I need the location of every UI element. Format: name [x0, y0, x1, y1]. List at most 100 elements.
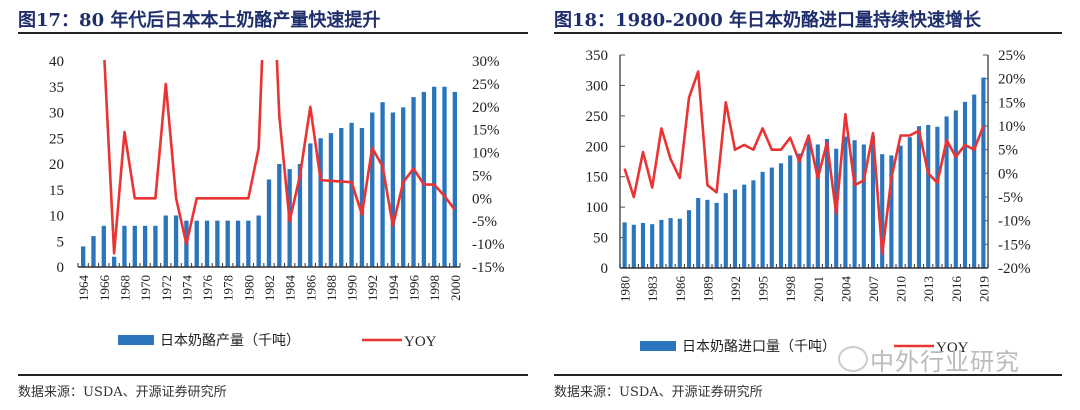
bar-1995: [760, 171, 765, 268]
bar-1996: [411, 97, 416, 267]
source-note: 数据来源：USDA、开源证券研究所: [554, 385, 763, 400]
bar-2013: [926, 124, 931, 268]
bar-2000: [806, 140, 811, 268]
left-axis-label: 100: [586, 200, 609, 216]
bar-1999: [442, 86, 447, 267]
left-axis-label: 350: [586, 48, 609, 64]
x-axis-label: 1996: [407, 275, 422, 302]
chart-title: 图18：1980-2000 年日本奶酪进口量持续快速增长: [554, 10, 981, 31]
yoy-line: [103, 60, 456, 255]
bar-1991: [723, 193, 728, 268]
bar-1968: [122, 225, 127, 267]
x-axis-label: 1998: [427, 275, 442, 301]
bar-1987: [318, 138, 323, 267]
right-axis-label: 25%: [472, 77, 500, 93]
bar-1987: [686, 210, 692, 268]
bar-2010: [898, 145, 903, 268]
x-axis-label: 2016: [949, 276, 964, 303]
left-axis-label: 300: [586, 78, 609, 94]
legend-label-bar: 日本奶酪产量（千吨）: [160, 333, 300, 349]
x-axis-label: 1982: [262, 275, 277, 301]
bar-1980: [246, 220, 251, 267]
x-axis-label: 1976: [200, 275, 215, 302]
right-axis-label: -15%: [998, 237, 1031, 253]
bar-1990: [349, 122, 354, 267]
x-axis-label: 1992: [365, 275, 380, 301]
bar-1971: [153, 225, 158, 267]
x-axis-label: 1980: [241, 275, 256, 301]
bar-1986: [677, 218, 682, 268]
right-axis-label: 30%: [472, 54, 500, 70]
title-rule: [554, 32, 1062, 34]
bar-1973: [173, 215, 179, 267]
right-axis-label: 20%: [998, 72, 1026, 88]
x-axis-label: 1989: [700, 276, 715, 302]
right-axis-label: 10%: [472, 146, 500, 162]
watermark: 中外行业研究: [870, 348, 1020, 376]
legend-swatch-bar: [118, 335, 154, 345]
bar-1980: [622, 222, 627, 268]
chart-title: 图17：80 年代后日本本土奶酪产量快速提升: [18, 10, 381, 31]
left-axis-label: 35: [49, 80, 64, 96]
left-axis-label: 5: [57, 234, 65, 250]
bar-1982: [266, 179, 272, 267]
right-axis-label: -10%: [998, 214, 1031, 230]
bar-1998: [788, 155, 793, 268]
right-axis-label: -5%: [998, 190, 1023, 206]
x-axis-label: 1964: [76, 275, 91, 302]
left-axis-label: 25: [49, 131, 64, 147]
left-axis-label: 30: [49, 106, 64, 122]
left-axis-label: 200: [586, 139, 609, 155]
wechat-icon: [838, 346, 868, 372]
bar-1997: [778, 163, 784, 268]
right-axis-label: -10%: [472, 237, 505, 253]
left-axis-label: 150: [586, 170, 609, 186]
x-axis-label: 1998: [783, 276, 798, 302]
right-axis-label: -15%: [472, 260, 505, 276]
bar-1996: [769, 167, 774, 268]
bar-1977: [215, 220, 220, 267]
bar-2004: [843, 136, 848, 268]
left-axis-label: 0: [57, 260, 65, 276]
bar-1992: [732, 189, 738, 268]
x-axis-label: 1992: [728, 276, 743, 302]
x-axis-label: 2010: [894, 276, 909, 302]
bar-1981: [256, 215, 261, 267]
bar-2015: [944, 116, 949, 268]
x-axis-label: 1983: [645, 276, 660, 302]
x-axis-label: 2001: [811, 276, 826, 302]
figure-17-panel: 图17：80 年代后日本本土奶酪产量快速提升 0 5 10 15 20 25 30 35 40 -…: [18, 10, 528, 400]
source-rule: [554, 374, 1062, 376]
legend-swatch-bar: [640, 341, 676, 351]
legend-label-line: YOY: [936, 340, 969, 356]
x-axis-label: 1980: [618, 276, 633, 302]
bar-1997: [421, 91, 427, 268]
bar-2006: [861, 144, 866, 268]
bar-1985: [668, 218, 673, 268]
bar-2005: [852, 140, 857, 268]
x-axis-label: 2004: [838, 276, 853, 303]
x-axis-label: 1986: [673, 276, 688, 303]
bar-2008: [880, 154, 885, 268]
bar-1984: [659, 219, 664, 268]
x-axis-label: 1966: [97, 275, 112, 302]
legend-label-line: YOY: [404, 334, 437, 350]
x-axis-label: 1995: [756, 276, 771, 302]
bar-1966: [101, 225, 106, 267]
chart-1-plot: 0 5 10 15 20 25 30 35 40 -15% -10% -5% 0% 5% 10% 15% 20%…: [49, 54, 505, 350]
bar-2002: [824, 138, 830, 268]
bar-1965: [91, 236, 96, 267]
left-axis-label: 15: [49, 183, 64, 199]
legend-label-bar: 日本奶酪进口量（千吨）: [682, 339, 836, 355]
right-axis-label: 15%: [472, 123, 500, 139]
x-axis-label: 2007: [866, 276, 881, 303]
bar-1969: [132, 225, 137, 267]
right-axis-label: 5%: [998, 143, 1018, 159]
bar-2000: [452, 91, 458, 268]
bar-1983: [650, 224, 655, 268]
bar-1999: [797, 153, 802, 268]
bar-1988: [696, 198, 701, 268]
bar-1981: [631, 224, 636, 268]
x-axis-label: 2019: [976, 276, 991, 302]
right-axis-label: -20%: [998, 261, 1031, 277]
